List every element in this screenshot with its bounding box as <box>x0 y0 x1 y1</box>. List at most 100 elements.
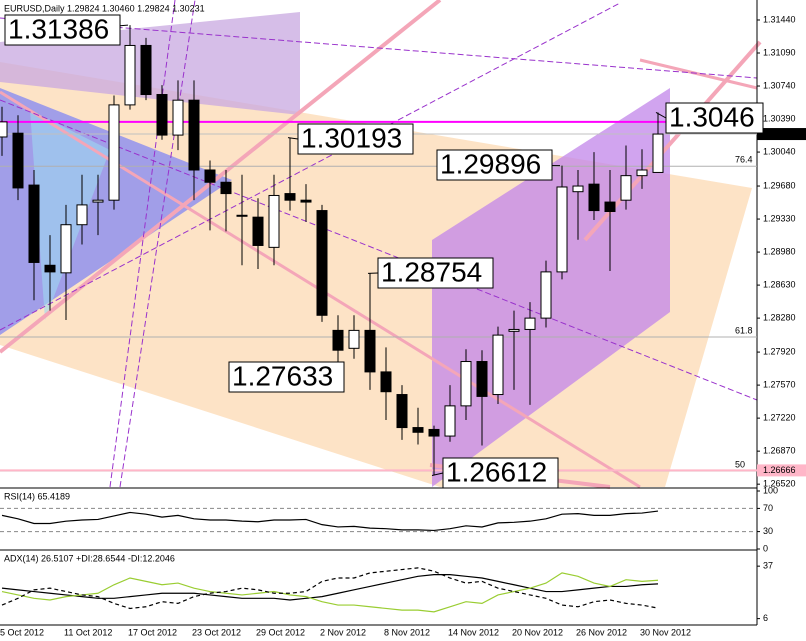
y-tick-label: 30 <box>763 526 773 536</box>
candle-body <box>636 169 648 177</box>
annotation-box <box>436 149 553 181</box>
candle-body <box>556 186 568 273</box>
y-tick-label: 1.26520 <box>763 479 796 489</box>
candle-body <box>524 317 536 330</box>
candle-body <box>332 329 344 351</box>
annotation-label: 1.30193 <box>301 122 402 153</box>
annotation-label: 1.28754 <box>381 256 482 287</box>
y-tick-label: 37 <box>763 561 773 571</box>
candle-body <box>620 175 632 201</box>
candle-body <box>220 181 232 195</box>
annotation: 1.31386 <box>4 13 121 46</box>
annotation: 1.3046 <box>665 101 764 134</box>
annotation-label: 1.29896 <box>440 148 541 179</box>
candle-body <box>60 224 72 274</box>
chart-title: EURUSD,Daily 1.29824 1.30460 1.29824 1.3… <box>4 3 205 13</box>
candle-body <box>444 405 456 437</box>
indicator-line <box>1 510 659 532</box>
y-tick-label: 1.30740 <box>763 80 796 90</box>
x-tick-label: 26 Nov 2012 <box>576 627 627 637</box>
candle-body <box>588 183 600 212</box>
indicator-line <box>1 567 659 610</box>
candle-body <box>28 184 40 263</box>
candle-body <box>380 371 392 393</box>
annotation-box <box>442 457 559 489</box>
y-tick-label: 1.29330 <box>763 213 796 223</box>
candle-body <box>428 428 440 437</box>
annotation-leader <box>655 112 667 119</box>
candle-body <box>492 334 504 396</box>
candle-body <box>396 394 408 429</box>
y-tick-label: 1.30390 <box>763 113 796 123</box>
candle-body <box>476 361 488 397</box>
x-tick-label: 20 Nov 2012 <box>512 627 563 637</box>
annotation-leader <box>287 137 299 140</box>
candle-body <box>44 264 56 273</box>
x-tick-label: 11 Oct 2012 <box>64 627 112 637</box>
price-tag-label: 1.30231 <box>763 128 796 138</box>
y-tick-label: 1.27220 <box>763 413 796 423</box>
candle-body <box>460 361 472 407</box>
candle-body <box>0 121 8 138</box>
candle-body <box>140 44 152 96</box>
annotation-label: 1.26612 <box>446 456 547 487</box>
alert-tag-label: 1.26666 <box>763 465 796 475</box>
x-tick-label: 29 Oct 2012 <box>256 627 305 637</box>
y-tick-label: 1.29680 <box>763 180 796 190</box>
rsi-title: RSI(14) 65.4189 <box>4 491 70 501</box>
candle-body <box>540 271 552 319</box>
y-tick-label: 1.31440 <box>763 14 796 24</box>
annotation-box <box>297 123 414 155</box>
adx-title: ADX(14) 26.5107 +DI:28.6544 -DI:12.2046 <box>4 553 175 563</box>
candle-body <box>108 104 120 201</box>
annotation: 1.27633 <box>228 360 345 393</box>
candle-body <box>652 133 664 173</box>
dashed-line <box>0 17 758 79</box>
candle-body <box>412 427 424 433</box>
candle-body <box>204 169 216 183</box>
fib-label: 61.8 <box>735 325 753 335</box>
trend-line <box>639 58 758 90</box>
candle-body <box>156 94 168 136</box>
candle-body <box>316 210 328 316</box>
candle-body <box>572 185 584 193</box>
price-tag <box>757 128 806 141</box>
x-tick-label: 8 Nov 2012 <box>384 627 430 637</box>
y-tick-label: 1.26870 <box>763 446 796 456</box>
candle-body <box>268 194 280 248</box>
y-tick-label: 1.27570 <box>763 379 796 389</box>
indicator-line <box>1 574 659 601</box>
dashed-line <box>119 0 196 488</box>
y-tick-label: 100 <box>763 485 778 495</box>
candle-body <box>124 44 136 106</box>
candle-body <box>364 329 376 373</box>
candle-body <box>348 329 360 349</box>
annotation: 1.28754 <box>377 256 494 289</box>
candle-body <box>172 99 184 136</box>
y-tick-label: 6 <box>763 613 768 623</box>
x-tick-label: 23 Oct 2012 <box>192 627 241 637</box>
y-tick-label: 1.28630 <box>763 279 796 289</box>
x-tick-label: 30 Nov 2012 <box>640 627 691 637</box>
y-tick-label: 70 <box>763 503 773 513</box>
candle-body <box>188 99 200 171</box>
y-tick-label: 1.28980 <box>763 246 796 256</box>
annotation-leader <box>431 472 444 476</box>
x-tick-label: 17 Oct 2012 <box>128 627 177 637</box>
y-tick-label: 1.31090 <box>763 47 796 57</box>
x-tick-label: 14 Nov 2012 <box>448 627 499 637</box>
indicator-line <box>1 572 659 613</box>
annotation-box <box>228 361 345 393</box>
candle-body <box>236 214 248 217</box>
y-tick-label: 0 <box>763 543 768 553</box>
y-tick-label: 1.30040 <box>763 146 796 156</box>
annotation-box <box>4 14 121 46</box>
dashed-line <box>0 99 758 401</box>
candle-body <box>300 199 312 203</box>
candle-body <box>604 201 616 213</box>
trend-line <box>0 0 442 354</box>
y-tick-label: 1.27920 <box>763 346 796 356</box>
fib-label: 50 <box>735 459 745 469</box>
candle-body <box>76 204 88 226</box>
